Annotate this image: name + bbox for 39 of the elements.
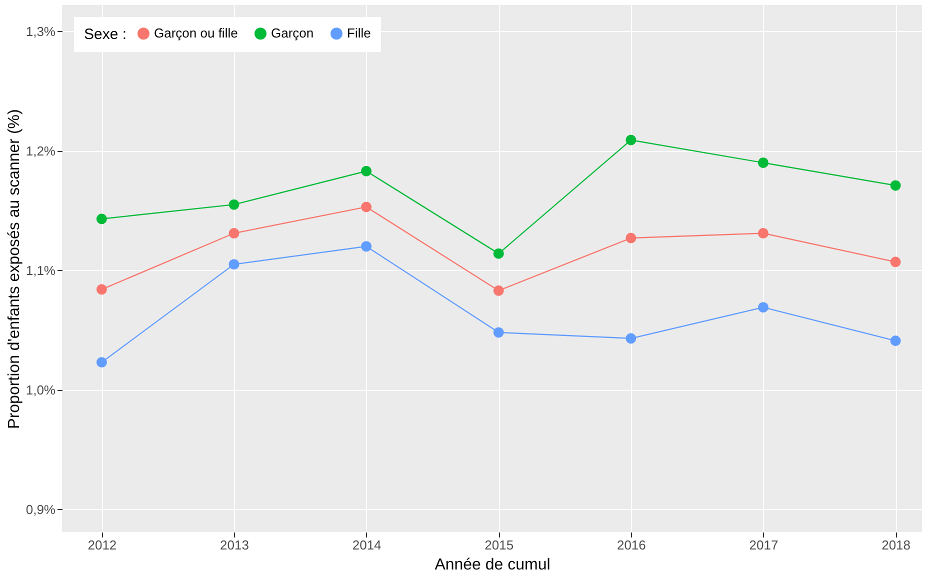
y-tick-label: 0,9% [26,502,56,517]
point [96,214,107,224]
y-tick-label: 1,0% [26,382,56,398]
point [890,180,901,191]
point [758,302,768,313]
point [493,327,504,338]
x-tick-label: 2016 [616,538,646,552]
point [361,241,372,252]
x-tick-label: 2012 [88,538,117,552]
x-tick-label: 2014 [352,538,382,552]
legend-title: Sexe : [84,26,127,43]
point [228,228,240,238]
point [493,248,504,259]
point [96,284,107,295]
y-tick-label: 1,1% [26,262,56,278]
y-tick-label: 1,2% [26,143,56,158]
y-axis-title: Proportion d'enfants exposés au scanner (%) [6,109,23,429]
point [228,259,240,270]
legend-label: Garçon [271,26,314,41]
point [626,333,636,344]
point [493,285,504,296]
point [361,166,372,176]
x-axis-title: Année de cumul [434,556,550,574]
legend-label: Fille [347,26,371,41]
x-tick-label: 2018 [882,538,910,552]
y-tick-label: 1,3% [26,24,56,39]
point [890,336,901,346]
point [96,357,107,368]
point [758,228,768,238]
point [361,202,372,212]
x-tick-label: 2013 [220,538,249,552]
x-tick-label: 2017 [749,538,778,552]
x-tick-label: 2015 [484,538,514,552]
point [228,199,240,210]
point [890,256,901,268]
point [626,232,636,244]
point [626,134,636,146]
legend-label: Garçon ou fille [154,26,238,41]
point [758,158,768,168]
